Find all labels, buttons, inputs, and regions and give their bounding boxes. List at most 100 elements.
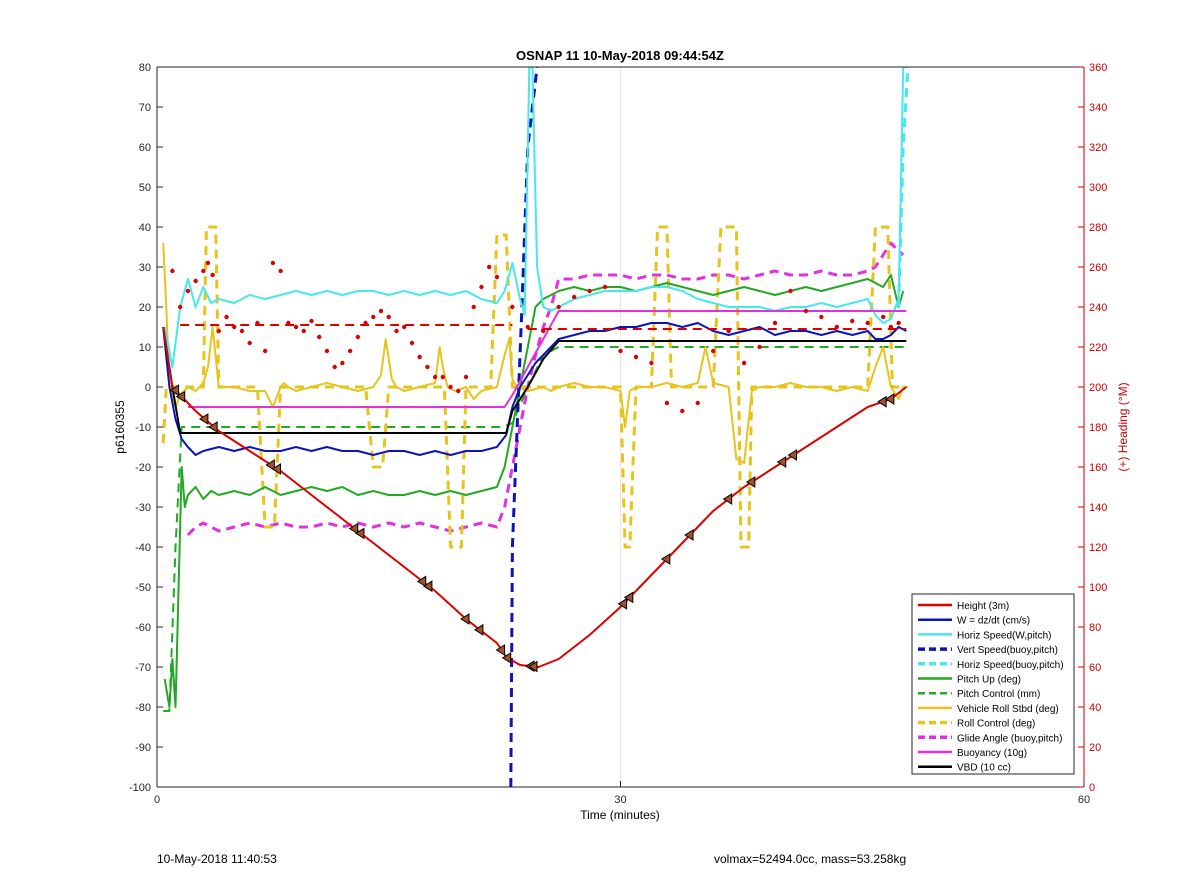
height-marker bbox=[208, 421, 218, 433]
legend-item-vert-speed-buoy-pitch-label: Vert Speed(buoy,pitch) bbox=[957, 645, 1058, 656]
legend: Height (3m) W = dz/dt (cm/s) Horiz Speed(W… bbox=[911, 593, 1075, 775]
series-glide-angle-buoy-pitch bbox=[186, 241, 905, 537]
y-tick-label: -70 bbox=[135, 662, 151, 674]
y-axis-label: p6160355 bbox=[113, 400, 127, 454]
heading-point bbox=[850, 318, 855, 324]
legend-item-w-dz-dt-cm-s-label: W = dz/dt (cm/s) bbox=[957, 616, 1030, 627]
legend-item-roll-control-deg-label: Roll Control (deg) bbox=[957, 719, 1035, 730]
y2-tick-label: 260 bbox=[1089, 262, 1107, 274]
legend-item-pitch-up-deg-label: Pitch Up (deg) bbox=[957, 675, 1021, 686]
heading-point bbox=[332, 364, 337, 370]
heading-point bbox=[664, 400, 670, 406]
heading-point bbox=[896, 320, 901, 326]
heading-point bbox=[386, 314, 391, 320]
series-layer bbox=[161, 67, 910, 787]
y2-axis-label: (+) Heading (°M) bbox=[1116, 382, 1130, 471]
heading-point bbox=[602, 284, 608, 290]
series-group bbox=[161, 67, 910, 787]
heading-point bbox=[317, 334, 322, 340]
heading-point bbox=[880, 314, 886, 320]
heading-point bbox=[865, 320, 870, 326]
chart-title: OSNAP 11 10-May-2018 09:44:54Z bbox=[516, 48, 724, 63]
y-tick-label: -40 bbox=[135, 542, 151, 554]
heading-point bbox=[270, 260, 276, 266]
height-marker bbox=[684, 529, 694, 541]
y2-tick-label: 100 bbox=[1089, 582, 1107, 594]
heading-point bbox=[571, 294, 577, 300]
x-tick-label: 0 bbox=[154, 794, 160, 806]
heading-point bbox=[309, 318, 314, 324]
heading-point bbox=[170, 268, 175, 274]
height-marker bbox=[660, 553, 671, 565]
y2-tick-label: 240 bbox=[1089, 302, 1107, 314]
x-tick-label: 60 bbox=[1078, 794, 1090, 806]
series-vert-speed-buoy-pitch bbox=[509, 67, 539, 787]
y-tick-label: -100 bbox=[129, 782, 151, 794]
y2-tick-label: 340 bbox=[1089, 102, 1107, 114]
height-marker bbox=[877, 395, 887, 408]
y2-tick-label: 40 bbox=[1089, 702, 1101, 714]
legend-item-pitch-control-mm-label: Pitch Control (mm) bbox=[957, 689, 1040, 700]
height-marker bbox=[416, 575, 427, 588]
series-vehicle-roll-stbd-deg bbox=[162, 242, 908, 464]
footer-timestamp: 10-May-2018 11:40:53 bbox=[157, 852, 277, 866]
series-w-dz-dt-cm-s bbox=[162, 322, 907, 456]
height-marker bbox=[495, 644, 506, 656]
height-marker bbox=[884, 393, 895, 405]
y-tick-label: -30 bbox=[135, 502, 151, 514]
heading-point bbox=[486, 264, 492, 270]
y2-tick-label: 180 bbox=[1089, 422, 1107, 434]
height-marker bbox=[175, 390, 186, 403]
heading-point bbox=[471, 304, 476, 310]
heading-point bbox=[278, 268, 283, 274]
height-marker bbox=[745, 476, 756, 488]
height-marker bbox=[787, 449, 798, 461]
heading-point bbox=[247, 340, 252, 346]
x-tick-label: 30 bbox=[614, 794, 626, 806]
y2-tick-label: 280 bbox=[1089, 222, 1107, 234]
heading-point bbox=[695, 400, 700, 406]
y-tick-label: -20 bbox=[135, 462, 151, 474]
heading-point bbox=[378, 308, 384, 314]
heading-point bbox=[494, 274, 500, 280]
height-marker bbox=[265, 459, 275, 471]
legend-box bbox=[911, 593, 1075, 775]
height-marker bbox=[528, 660, 538, 673]
height-marker bbox=[722, 493, 733, 505]
legend-item-vehicle-roll-stbd-deg-label: Vehicle Roll Stbd (deg) bbox=[957, 704, 1059, 715]
y2-tick-label: 200 bbox=[1089, 382, 1107, 394]
heading-point bbox=[757, 344, 762, 350]
height-marker bbox=[473, 623, 484, 636]
heading-point bbox=[224, 314, 229, 320]
series-horiz-speed-w-pitch bbox=[163, 67, 908, 368]
heading-point bbox=[301, 328, 306, 334]
heading-point bbox=[587, 288, 592, 294]
y2-tick-label: 80 bbox=[1089, 622, 1101, 634]
height-marker bbox=[617, 597, 628, 610]
y-tick-label: -90 bbox=[135, 742, 151, 754]
heading-point bbox=[456, 388, 461, 394]
heading-point bbox=[394, 328, 399, 334]
series-vbd-10-cc bbox=[162, 326, 907, 434]
heading-point bbox=[510, 304, 515, 310]
heading-point bbox=[293, 324, 299, 330]
heading-point bbox=[448, 384, 453, 390]
heading-point bbox=[711, 348, 716, 354]
y2-tick-label: 0 bbox=[1089, 782, 1095, 794]
height-marker bbox=[460, 613, 470, 625]
heading-point bbox=[324, 348, 330, 354]
legend-item-glide-angle-buoy-pitch-label: Glide Angle (buoy,pitch) bbox=[957, 733, 1062, 744]
y-tick-label: -50 bbox=[135, 582, 151, 594]
y-tick-label: 0 bbox=[145, 382, 151, 394]
heading-point bbox=[262, 348, 268, 354]
y-tick-label: 60 bbox=[139, 142, 151, 154]
height-marker bbox=[422, 580, 433, 593]
legend-item-horiz-speed-w-pitch-label: Horiz Speed(W,pitch) bbox=[957, 630, 1051, 641]
y2-tick-label: 160 bbox=[1089, 462, 1107, 474]
height-marker bbox=[776, 456, 787, 468]
legend-item-horiz-speed-buoy-pitch-label: Horiz Speed(buoy,pitch) bbox=[957, 660, 1064, 671]
heading-point bbox=[680, 408, 685, 414]
heading-point bbox=[409, 340, 415, 346]
y2-tick-label: 20 bbox=[1089, 742, 1101, 754]
